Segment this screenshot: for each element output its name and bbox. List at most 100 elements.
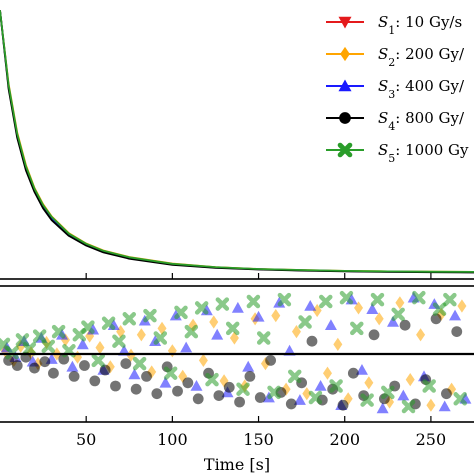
scatter-point-triangle-up <box>366 303 379 314</box>
scatter-point-triangle-up <box>76 338 89 350</box>
scatter-point-triangle-up <box>449 309 462 321</box>
x-axis: 50 100 150 200 250 <box>76 273 446 449</box>
scatter-point-x <box>143 308 157 323</box>
scatter-point-diamond <box>354 301 364 315</box>
scatter-point-circle <box>110 380 121 392</box>
scatter-point-x <box>51 324 66 339</box>
scatter-point-circle <box>213 390 225 401</box>
scatter-point-circle <box>182 377 194 389</box>
bottom-panel <box>0 285 474 423</box>
scatter-point-circle <box>265 355 277 366</box>
scatter-point-circle <box>120 358 132 369</box>
scatter-point-circle <box>172 385 183 397</box>
scatter-point-circle <box>441 388 452 400</box>
scatter-point-diamond <box>343 392 353 406</box>
scatter-point-circle <box>48 367 59 379</box>
x-tick-label: 250 <box>416 430 447 449</box>
scatter-point-circle <box>141 371 152 382</box>
scatter-point-circle <box>29 362 40 374</box>
scatter-point-diamond <box>416 328 426 342</box>
x-axis-label: Time [s] <box>204 455 270 474</box>
scatter-point-x <box>246 294 261 309</box>
scatter-point-x <box>443 292 457 307</box>
scatter-point-triangle-up <box>314 380 327 391</box>
scatter-point-diamond <box>73 350 83 364</box>
bottom-panel-frame <box>0 285 474 423</box>
scatter-point-x <box>256 331 271 345</box>
scatter-point-triangle-up <box>211 328 224 340</box>
scatter-point-x <box>225 321 240 336</box>
scatter-point-diamond <box>322 366 332 380</box>
scatter-point-circle <box>192 393 204 405</box>
scatter-point-circle <box>254 392 266 403</box>
scatter-point-diamond <box>95 341 105 355</box>
scatter-point-x <box>163 366 178 380</box>
scatter-point-circle <box>285 398 297 410</box>
scatter-point-circle <box>151 388 163 400</box>
scatter-point-diamond <box>364 376 374 390</box>
scatter-point-triangle-up <box>324 319 337 330</box>
scatter-point-triangle-up <box>397 389 410 401</box>
scatter-point-x <box>22 342 37 356</box>
scatter-point-x <box>453 392 467 406</box>
scatter-point-x <box>277 292 292 307</box>
scatter-point-circle <box>68 371 80 382</box>
scatter-point-circle <box>347 367 359 379</box>
bottom-scatter <box>0 290 472 414</box>
scatter-point-circle <box>234 396 245 408</box>
scatter-point-diamond <box>105 360 115 374</box>
scatter-point-circle <box>11 360 23 371</box>
scatter-point-circle <box>39 356 51 368</box>
scatter-point-x <box>184 324 199 339</box>
series-line-s5 <box>0 10 474 273</box>
scatter-point-circle <box>337 399 349 411</box>
legend-marker-s1 <box>338 16 352 29</box>
legend-label-s2: S2: 200 Gy/ <box>378 45 465 69</box>
scatter-point-x <box>194 301 209 315</box>
scatter-point-x <box>350 321 364 336</box>
scatter-point-diamond <box>312 303 322 318</box>
scatter-point-circle <box>223 381 235 393</box>
scatter-point-x <box>401 399 416 414</box>
top-panel-frame <box>0 278 474 280</box>
scatter-point-x <box>41 339 56 354</box>
scatter-point-triangle-up <box>231 301 244 313</box>
scatter-point-triangle-up <box>252 310 265 322</box>
scatter-point-x <box>81 320 95 334</box>
scatter-point-circle <box>130 383 142 395</box>
scatter-point-triangle-up <box>242 360 255 372</box>
scatter-point-diamond <box>333 337 343 351</box>
scatter-point-x <box>91 353 105 368</box>
scatter-point-circle <box>430 313 442 325</box>
scatter-point-diamond <box>167 344 177 358</box>
scatter-point-circle <box>399 319 411 331</box>
top-panel <box>0 10 474 280</box>
scatter-point-x <box>370 292 385 307</box>
scatter-point-x <box>122 312 137 326</box>
scatter-point-diamond <box>198 353 208 367</box>
legend-label-s3: S3: 400 Gy/ <box>378 77 465 101</box>
scatter-point-x <box>329 379 343 393</box>
scatter-point-diamond <box>60 333 70 347</box>
scatter-point-circle <box>451 326 463 337</box>
scatter-point-x <box>236 382 250 396</box>
scatter-point-x <box>360 393 374 407</box>
scatter-point-x <box>5 345 19 360</box>
scatter-point-triangle-up <box>190 380 203 391</box>
scatter-point-x <box>319 294 333 309</box>
top-curves <box>0 10 474 274</box>
scatter-point-x <box>32 329 47 343</box>
scatter-point-diamond <box>136 328 146 342</box>
scatter-point-triangle-up <box>376 402 389 414</box>
scatter-point-diamond <box>260 357 270 371</box>
scatter-point-x <box>298 315 312 329</box>
x-tick-label: 150 <box>243 430 274 449</box>
scatter-point-circle <box>79 360 90 371</box>
scatter-point-diamond <box>126 348 136 362</box>
scatter-point-diamond <box>291 325 301 339</box>
scatter-point-diamond <box>209 315 219 329</box>
scatter-point-x <box>432 302 447 316</box>
scatter-point-x <box>422 379 436 393</box>
scatter-point-diamond <box>157 321 167 335</box>
